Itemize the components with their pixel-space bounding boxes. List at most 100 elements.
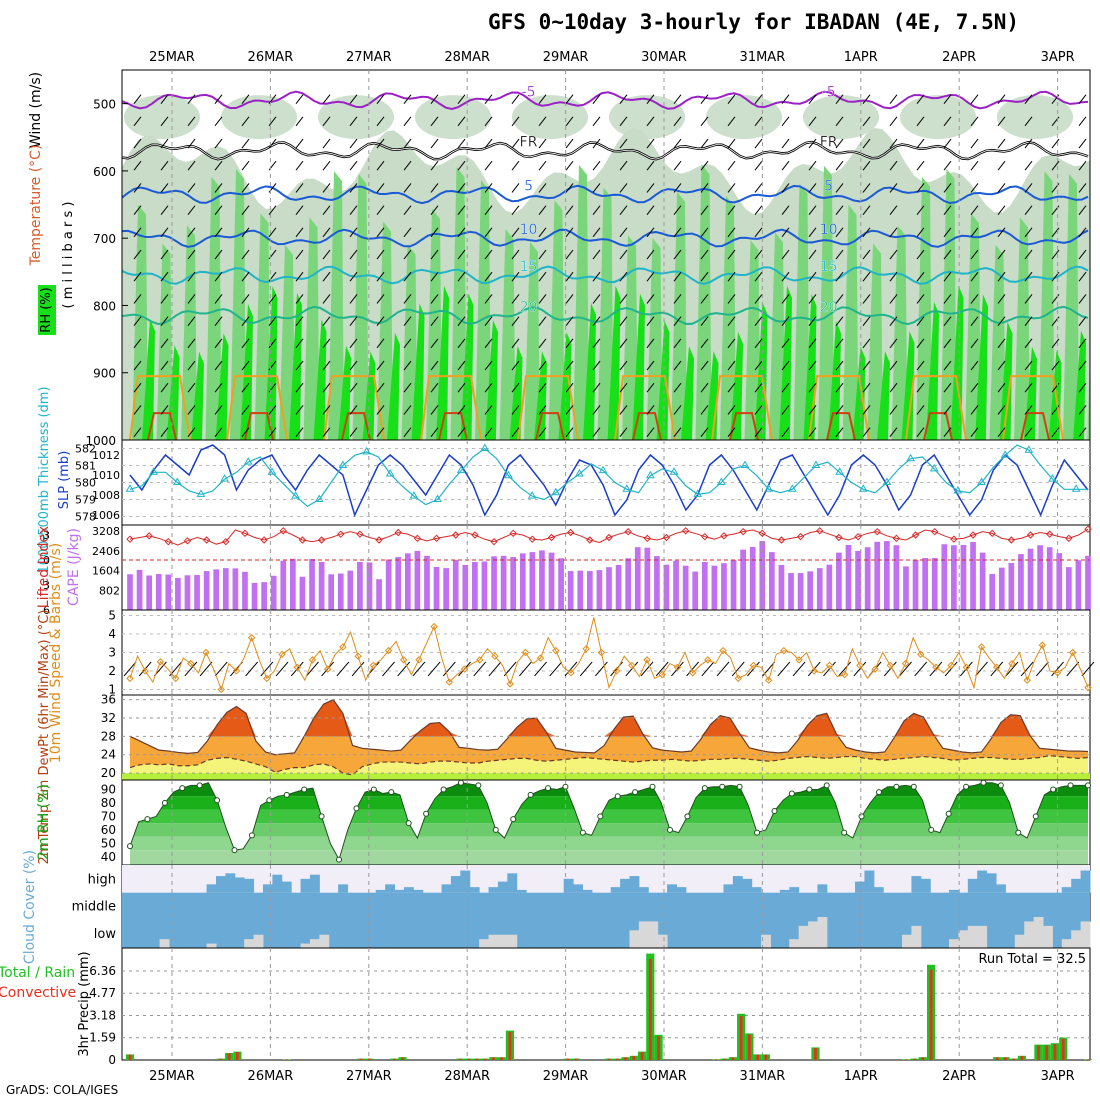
wind-barb	[835, 271, 844, 282]
li-point	[471, 531, 479, 539]
wind-barb	[160, 205, 169, 215]
wind-barb	[403, 338, 412, 349]
wind10-barb	[807, 661, 821, 677]
wind-barb	[241, 360, 250, 371]
wind10-barb	[488, 661, 502, 677]
wind-barb	[808, 405, 817, 415]
warm-contour	[226, 375, 288, 440]
wind-barb	[781, 360, 790, 371]
rh-tick-label: 40	[101, 850, 116, 864]
wind-barb	[970, 405, 979, 415]
wind-barb	[862, 160, 871, 171]
wind-barb	[700, 205, 709, 215]
bottom-date-label: 28MAR	[444, 1069, 490, 1084]
bottom-date-label: 31MAR	[740, 1069, 786, 1084]
rh-mid-streak	[769, 232, 785, 440]
precip-convective-bar	[1004, 1057, 1007, 1060]
wind10-barb	[1081, 661, 1095, 677]
wind-barb	[241, 271, 250, 282]
cloud-high-bar	[723, 884, 734, 893]
wind-barb	[403, 427, 412, 437]
wind10-point	[308, 656, 317, 664]
rh-point	[980, 779, 987, 786]
wind-barb	[484, 138, 493, 149]
rh-point	[475, 782, 482, 789]
wind-barb	[592, 94, 601, 104]
wind-barb	[484, 294, 493, 304]
wind-barb	[943, 205, 952, 215]
precip-convective-bar	[467, 1058, 470, 1060]
li-point	[298, 536, 307, 544]
wind-barb	[349, 294, 358, 304]
cloud-high-bar	[225, 873, 236, 893]
warm-contour	[420, 375, 482, 440]
temp-tick-label: 28	[101, 729, 116, 743]
wind-barb	[403, 183, 412, 193]
wind-barb	[727, 227, 736, 238]
li-point	[662, 533, 671, 542]
cape-bar	[577, 570, 584, 610]
wind-barb	[322, 360, 331, 371]
wind-barb	[511, 205, 520, 215]
wind-barb	[133, 382, 142, 393]
cloud-high-label: high	[88, 873, 116, 888]
cloud-mid-low-bg	[122, 892, 1090, 948]
cape-bar	[462, 564, 469, 610]
wind10-barb	[838, 661, 852, 677]
wind10-point	[764, 676, 773, 684]
wind-barb	[322, 227, 331, 238]
wind10-point	[977, 643, 986, 651]
wind-barb	[322, 382, 331, 393]
wind-barb	[511, 116, 520, 127]
wind-barb	[160, 94, 169, 104]
rh-bright-streak	[926, 302, 939, 440]
rh-point	[632, 789, 639, 796]
wind-barb	[538, 205, 547, 215]
cloud-low-gap	[977, 925, 988, 948]
rh-mid-streak	[891, 225, 908, 440]
cloud-low-gap	[638, 921, 649, 948]
cape-bar	[136, 569, 143, 610]
wind-barb	[889, 294, 898, 304]
thickness-point	[480, 443, 490, 451]
wind-barb	[997, 316, 1006, 326]
wind-barb	[1078, 227, 1087, 238]
wind-barb	[754, 316, 763, 326]
wind-barb	[214, 405, 223, 415]
thickness-point	[811, 460, 821, 468]
wind-barb	[376, 138, 385, 149]
wind-barb	[187, 360, 196, 371]
wind10-point	[187, 659, 195, 668]
wind10-barb	[199, 661, 213, 677]
wind-barb	[727, 94, 736, 104]
rh-point	[318, 813, 325, 820]
wind-barb	[322, 183, 331, 193]
thickness-point	[220, 474, 229, 482]
wind-barb	[565, 338, 574, 349]
wind-barb	[376, 294, 385, 304]
top-date-label: 25MAR	[149, 50, 195, 65]
li-point	[1007, 536, 1016, 544]
wind-barb	[970, 249, 979, 260]
li-point	[835, 533, 843, 542]
rh-bright-streak	[583, 303, 596, 440]
precip-convective-bar	[475, 1058, 479, 1060]
precip-convective-bar	[632, 1056, 636, 1060]
wind-barb	[403, 360, 412, 371]
pressure-tick-label: 900	[93, 367, 116, 381]
wind-barb	[1024, 138, 1033, 149]
wind-barb	[268, 338, 277, 349]
rh-mid-streak	[377, 221, 393, 440]
wind-barb	[457, 294, 466, 304]
rh-line	[129, 782, 1088, 861]
thickness-point	[149, 467, 159, 475]
wind10-point	[901, 659, 910, 668]
wind-barb	[133, 316, 142, 326]
rh-tick-label: 60	[101, 823, 116, 837]
li-point	[145, 532, 153, 540]
wind-barb	[565, 183, 574, 193]
wind-barb	[889, 94, 898, 104]
wind-barb	[700, 360, 709, 371]
wind-barb	[484, 316, 493, 326]
rh-point	[440, 786, 447, 793]
